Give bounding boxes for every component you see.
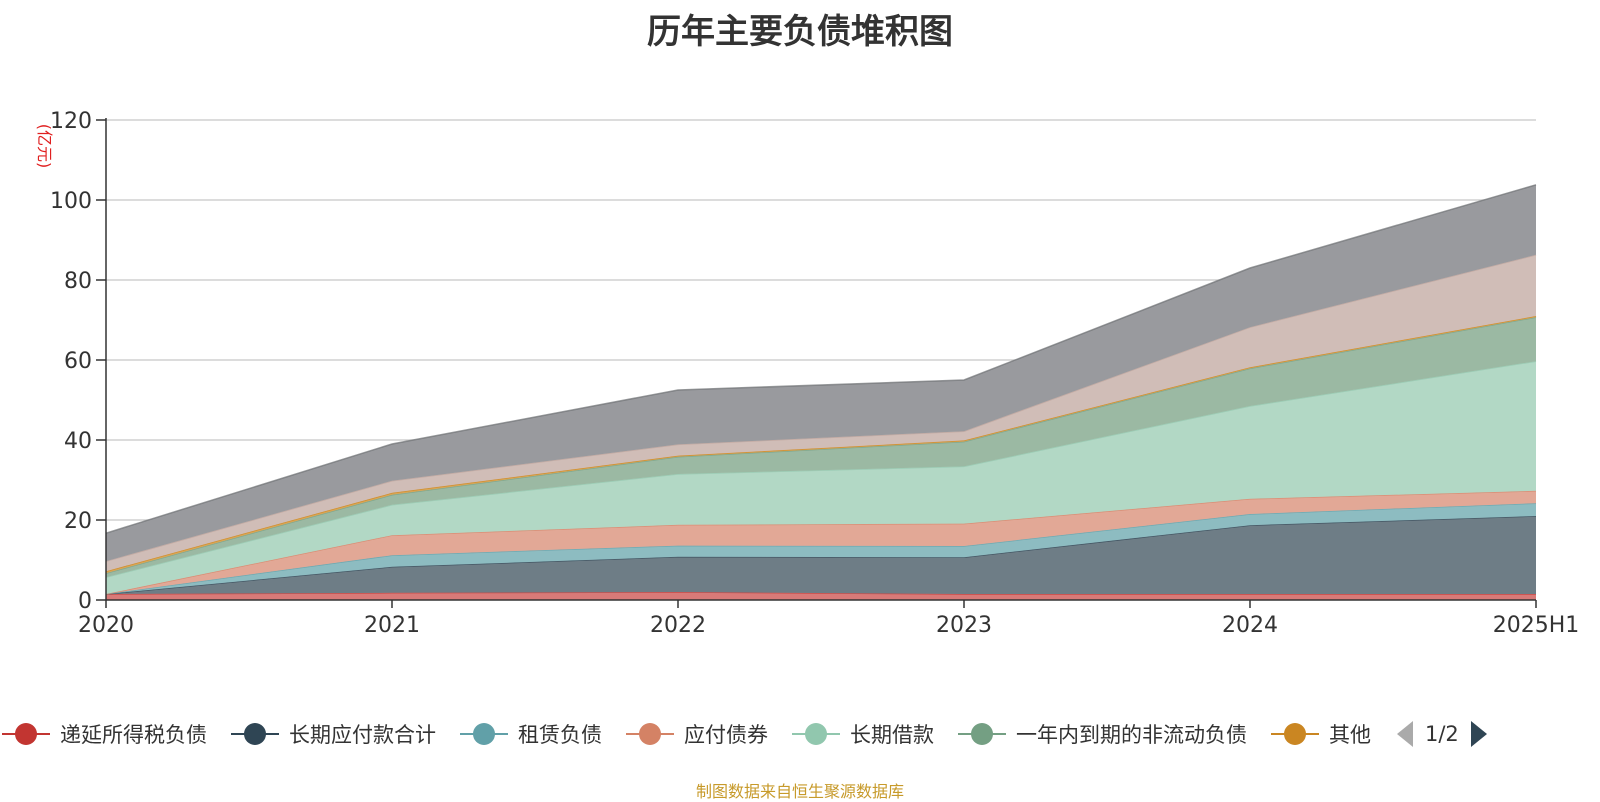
x-tick-label: 2021 <box>364 613 420 638</box>
legend-label: 长期借款 <box>850 723 934 747</box>
legend-marker-icon <box>231 723 279 745</box>
legend-label: 长期应付款合计 <box>289 723 436 747</box>
y-axis-label: (亿元) <box>35 124 54 169</box>
legend-items: 递延所得税负债 长期应付款合计 租赁负债 应付债券 长期借款 一年内到期的非流动负债 其他 <box>0 719 1393 749</box>
x-tick-label: 2025H1 <box>1493 613 1580 638</box>
x-tick-label: 2022 <box>650 613 706 638</box>
legend-label: 其他 <box>1329 723 1371 747</box>
area-series-4 <box>106 361 1536 594</box>
legend-label: 一年内到期的非流动负债 <box>1016 723 1247 747</box>
legend-marker-icon <box>1271 723 1319 745</box>
y-tick-label: 80 <box>64 269 92 294</box>
x-tick-label: 2024 <box>1222 613 1278 638</box>
y-tick-label: 100 <box>50 189 92 214</box>
x-tick-label: 2023 <box>936 613 992 638</box>
area-series-3 <box>106 490 1536 594</box>
legend-marker-icon <box>460 723 508 745</box>
legend-item[interactable]: 递延所得税负债 <box>0 719 207 749</box>
legend-marker-icon <box>2 723 50 745</box>
line-series-8 <box>105 184 1537 534</box>
legend-item[interactable]: 应付债券 <box>624 719 768 749</box>
y-tick-label: 120 <box>50 109 92 134</box>
legend: 递延所得税负债 长期应付款合计 租赁负债 应付债券 长期借款 一年内到期的非流动负债 其他 … <box>0 716 1491 752</box>
legend-item[interactable]: 长期应付款合计 <box>229 719 436 749</box>
area-series-1 <box>106 516 1536 594</box>
legend-next-icon[interactable] <box>1467 719 1491 749</box>
legend-item[interactable]: 租赁负债 <box>458 719 602 749</box>
legend-label: 递延所得税负债 <box>60 723 207 747</box>
source-note: 制图数据来自恒生聚源数据库 <box>695 782 904 801</box>
legend-page-indicator: 1/2 <box>1425 722 1459 746</box>
y-tick-label: 60 <box>64 349 92 374</box>
legend-item[interactable]: 一年内到期的非流动负债 <box>956 719 1247 749</box>
legend-marker-icon <box>958 723 1006 745</box>
y-tick-label: 20 <box>64 509 92 534</box>
chart-title: 历年主要负债堆积图 <box>647 12 953 52</box>
legend-pager: 1/2 <box>1393 719 1491 749</box>
legend-item[interactable]: 其他 <box>1269 719 1371 749</box>
legend-marker-icon <box>792 723 840 745</box>
x-tick-label: 2020 <box>78 613 134 638</box>
area-series-8 <box>106 184 1536 562</box>
area-series-2 <box>106 503 1536 594</box>
y-tick-label: 40 <box>64 429 92 454</box>
legend-marker-icon <box>626 723 674 745</box>
y-tick-label: 0 <box>78 589 92 614</box>
legend-label: 租赁负债 <box>518 723 602 747</box>
stacked-area-chart: 0 20 40 60 80 100 120 2020 2021 2022 2023 2024 2025H… <box>35 109 1580 638</box>
legend-prev-icon[interactable] <box>1393 719 1417 749</box>
legend-item[interactable]: 长期借款 <box>790 719 934 749</box>
legend-label: 应付债券 <box>684 723 768 747</box>
